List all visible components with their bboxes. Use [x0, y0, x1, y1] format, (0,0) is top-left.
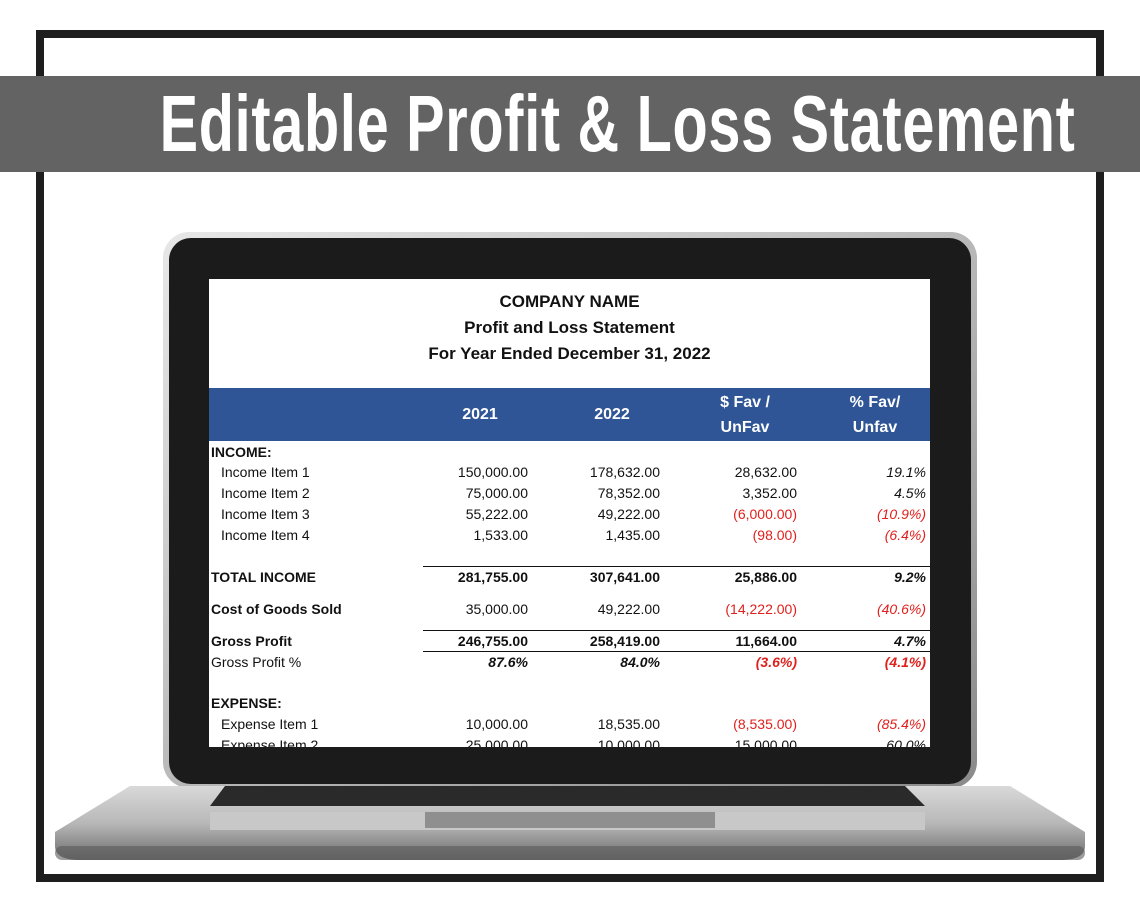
cell-value: 1,533.00 [473, 527, 529, 543]
row-label: Expense Item 1 [221, 716, 319, 732]
cell-value: 11,664.00 [735, 633, 797, 649]
row-label: Expense Item 2 [221, 737, 319, 747]
frame [36, 30, 1104, 882]
cell-value: 35,000.00 [465, 601, 528, 617]
cell-value: 9.2% [894, 569, 926, 585]
cell-value: 55,222.00 [465, 506, 528, 522]
cell-value: 15,000.00 [734, 737, 797, 747]
cell-value: (6,000.00) [733, 506, 797, 522]
cell-value: (4.1%) [884, 654, 926, 670]
base-edge [55, 846, 1085, 860]
cell-value: 4.5% [894, 485, 926, 501]
cell-value: 281,755.00 [457, 569, 528, 585]
row-label: INCOME: [211, 444, 272, 460]
row-label: Income Item 1 [221, 464, 310, 480]
cell-value: 75,000.00 [465, 485, 528, 501]
keyboard [210, 786, 925, 806]
row-label: Income Item 2 [221, 485, 310, 501]
row-label: Gross Profit % [211, 654, 302, 670]
cell-value: 25,000.00 [465, 737, 528, 747]
screen: COMPANY NAME Profit and Loss Statement F… [209, 279, 930, 747]
cell-value: 258,419.00 [589, 633, 660, 649]
banner [0, 76, 1140, 172]
cell-value: (6.4%) [884, 527, 926, 543]
total-rule [423, 566, 930, 567]
cell-value: 18,535.00 [597, 716, 660, 732]
cell-value: 78,352.00 [597, 485, 660, 501]
column-header: % Fav/ Unfav [849, 393, 901, 436]
cell-value: 246,755.00 [457, 633, 528, 649]
column-header: 2022 [594, 406, 630, 423]
cell-value: 28,632.00 [734, 464, 797, 480]
cell-value: 3,352.00 [742, 485, 798, 501]
trackpad [425, 812, 715, 828]
cell-value: 1,435.00 [605, 527, 661, 543]
cell-value: 307,641.00 [589, 569, 660, 585]
row-label: Income Item 4 [221, 527, 310, 543]
column-header: 2021 [462, 406, 498, 423]
banner-title: Editable Profit & Loss Statement [159, 79, 1076, 168]
cell-value: 25,886.00 [734, 569, 797, 585]
cell-value: 150,000.00 [457, 464, 528, 480]
row-label: Gross Profit [211, 633, 292, 649]
row-label: Income Item 3 [221, 506, 310, 522]
cell-value: 49,222.00 [597, 506, 660, 522]
cell-value: 49,222.00 [597, 601, 660, 617]
cell-value: 60.0% [886, 737, 926, 747]
total-rule [423, 630, 930, 631]
row-label: TOTAL INCOME [211, 569, 316, 585]
cell-value: 10,000.00 [465, 716, 528, 732]
cell-value: (14,222.00) [725, 601, 797, 617]
cell-value: 178,632.00 [589, 464, 660, 480]
column-header: $ Fav / UnFav [720, 393, 770, 436]
cell-value: 10,000.00 [597, 737, 660, 747]
cell-value: 4.7% [894, 633, 926, 649]
total-rule [423, 651, 930, 652]
company-name: COMPANY NAME [499, 292, 640, 311]
statement-title: Profit and Loss Statement [464, 318, 675, 337]
cell-value: (8,535.00) [733, 716, 797, 732]
cell-value: (40.6%) [876, 601, 926, 617]
cell-value: (10.9%) [876, 506, 926, 522]
statement-period: For Year Ended December 31, 2022 [428, 344, 711, 363]
row-label: Cost of Goods Sold [211, 601, 342, 617]
cell-value: (3.6%) [755, 654, 797, 670]
cell-value: 19.1% [886, 464, 926, 480]
cell-value: 87.6% [488, 654, 528, 670]
header-bar [209, 388, 930, 441]
cell-value: (98.00) [752, 527, 797, 543]
cell-value: (85.4%) [876, 716, 926, 732]
row-label: EXPENSE: [211, 695, 282, 711]
cell-value: 84.0% [620, 654, 660, 670]
